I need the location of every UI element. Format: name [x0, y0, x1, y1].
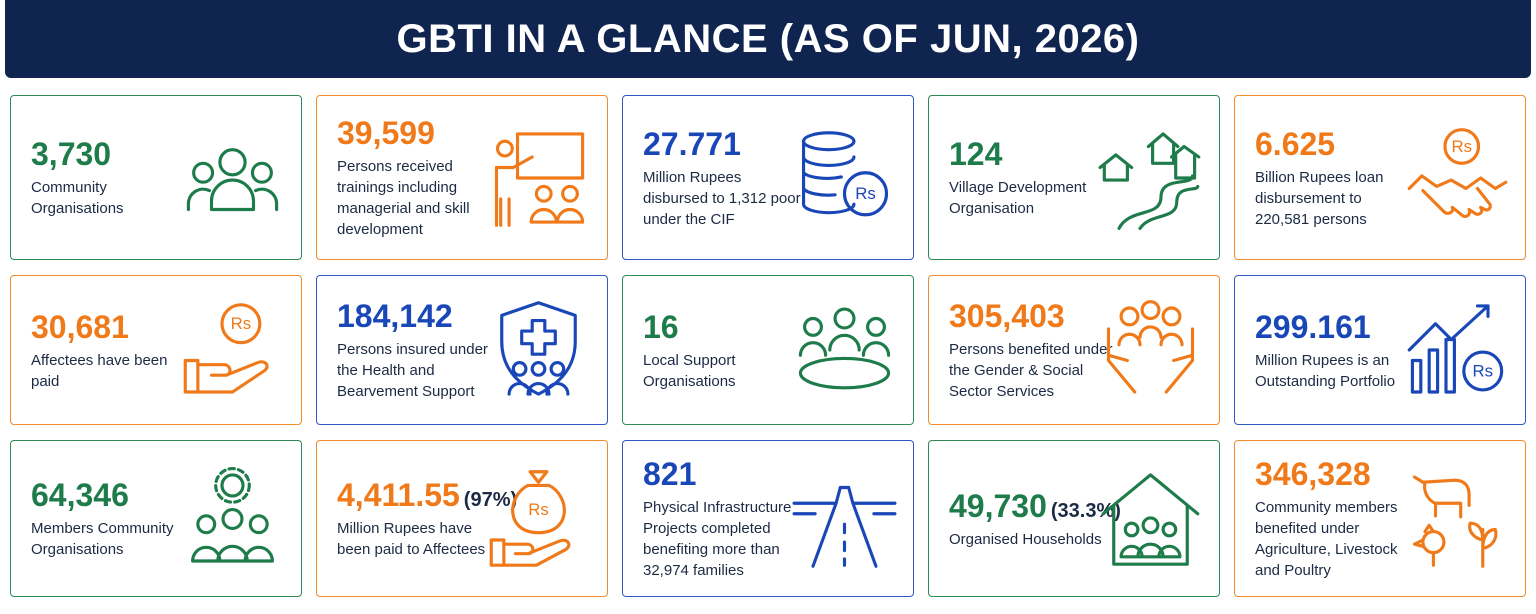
stat-value: 3,730 — [31, 136, 112, 172]
stat-description: Community members benefited under Agricu… — [1255, 499, 1398, 579]
icon — [494, 131, 585, 227]
stat-card: 30,681 Affectees have been paid Rs — [10, 275, 302, 425]
stat-description: Organised Households — [949, 530, 1102, 548]
stat-description: Village Development Organisation — [949, 179, 1087, 217]
stat-value-number: 4,411.55 — [337, 477, 460, 513]
icon — [1101, 472, 1200, 566]
stat-value: 124 — [949, 136, 1003, 172]
icon — [798, 307, 891, 390]
stat-description: Persons benefited under the Gender & Soc… — [949, 341, 1113, 400]
icon — [1106, 300, 1195, 394]
stat-card: 6.625 Billion Rupees loan disbursement to… — [1234, 95, 1526, 260]
stat-description: Billion Rupees loan disbursement to 220,… — [1255, 168, 1384, 228]
title: GBTI IN A GLANCE (AS OF JUN, 2026) — [5, 0, 1531, 78]
icon — [191, 466, 274, 563]
icon — [792, 485, 897, 568]
stat-value: 184,142 — [337, 298, 453, 334]
stat-value: 346,328 — [1255, 456, 1371, 492]
stat-value: 305,403 — [949, 298, 1065, 334]
stat-note: (97%) — [463, 489, 518, 511]
stat-value: 39,599 — [337, 115, 435, 151]
stat-card: 16 Local Support Organisations — [622, 275, 914, 425]
stat-value: 821 — [643, 456, 697, 492]
currency-symbol: Rs — [1451, 136, 1472, 155]
stat-card: 4,411.55 (97%) Million Rupees have been pa… — [316, 440, 608, 597]
stat-card: 27.771 Million Rupees disbursed to 1,312 … — [622, 95, 914, 260]
stat-description: Community Organisations — [31, 179, 124, 217]
stat-card: 49,730 (33.3%) Organised Households — [928, 440, 1220, 597]
stat-card: 124 Village Development Organisation — [928, 95, 1220, 260]
icon: Rs — [183, 303, 269, 394]
stat-description: Million Rupees is an Outstanding Portfol… — [1255, 351, 1396, 390]
icon: Rs — [1407, 304, 1504, 394]
stat-value: 299.161 — [1255, 308, 1371, 345]
stat-description: Affectees have been paid — [31, 351, 168, 390]
stat-description: Million Rupees disbursed to 1,312 poor u… — [643, 168, 801, 228]
stat-card: 39,599 Persons received trainings includi… — [316, 95, 608, 260]
stat-value: 30,681 — [31, 308, 129, 345]
stat-card: 3,730 Community Organisations — [10, 95, 302, 260]
icon — [1412, 474, 1498, 568]
stat-value: 6.625 — [1255, 125, 1336, 162]
icon: Rs — [1407, 127, 1508, 218]
icon — [500, 301, 577, 396]
stat-value-number: 49,730 — [949, 487, 1047, 524]
stat-card: 821 Physical Infrastructure Projects comp… — [622, 440, 914, 597]
stat-value: 27.771 — [643, 125, 741, 162]
stat-card: 299.161 Million Rupees is an Outstanding … — [1234, 275, 1526, 425]
card-grid: 3,730 Community Organisations 39,599 Perso… — [10, 95, 1526, 597]
icon: Rs — [801, 130, 889, 216]
stat-description: Persons insured under the Health and Bea… — [337, 341, 488, 400]
stat-card: 64,346 Members Community Organisations — [10, 440, 302, 597]
icon: Rs — [489, 469, 571, 567]
stat-card: 184,142 Persons insured under the Health … — [316, 275, 608, 425]
stat-description: Million Rupees have been paid to Affecte… — [337, 520, 486, 558]
currency-symbol: Rs — [855, 184, 876, 203]
currency-symbol: Rs — [1472, 361, 1493, 380]
stat-card: 305,403 Persons benefited under the Gende… — [928, 275, 1220, 425]
stat-value: 16 — [643, 308, 679, 345]
currency-symbol: Rs — [528, 500, 549, 519]
stat-value: 64,346 — [31, 477, 129, 513]
stat-note: (33.3%) — [1050, 499, 1121, 522]
stat-description: Physical Infrastructure Projects complet… — [643, 499, 792, 579]
stat-description: Local Support Organisations — [643, 351, 736, 390]
stat-value: 4,411.55 (97%) — [337, 477, 517, 514]
stat-value: 49,730 (33.3%) — [949, 487, 1121, 525]
stat-description: Persons received trainings including man… — [337, 158, 470, 238]
stat-description: Members Community Organisations — [31, 520, 174, 558]
icon — [186, 147, 279, 211]
currency-symbol: Rs — [231, 314, 252, 333]
icon — [1098, 131, 1201, 230]
stat-card: 346,328 Community members benefited under… — [1234, 440, 1526, 597]
